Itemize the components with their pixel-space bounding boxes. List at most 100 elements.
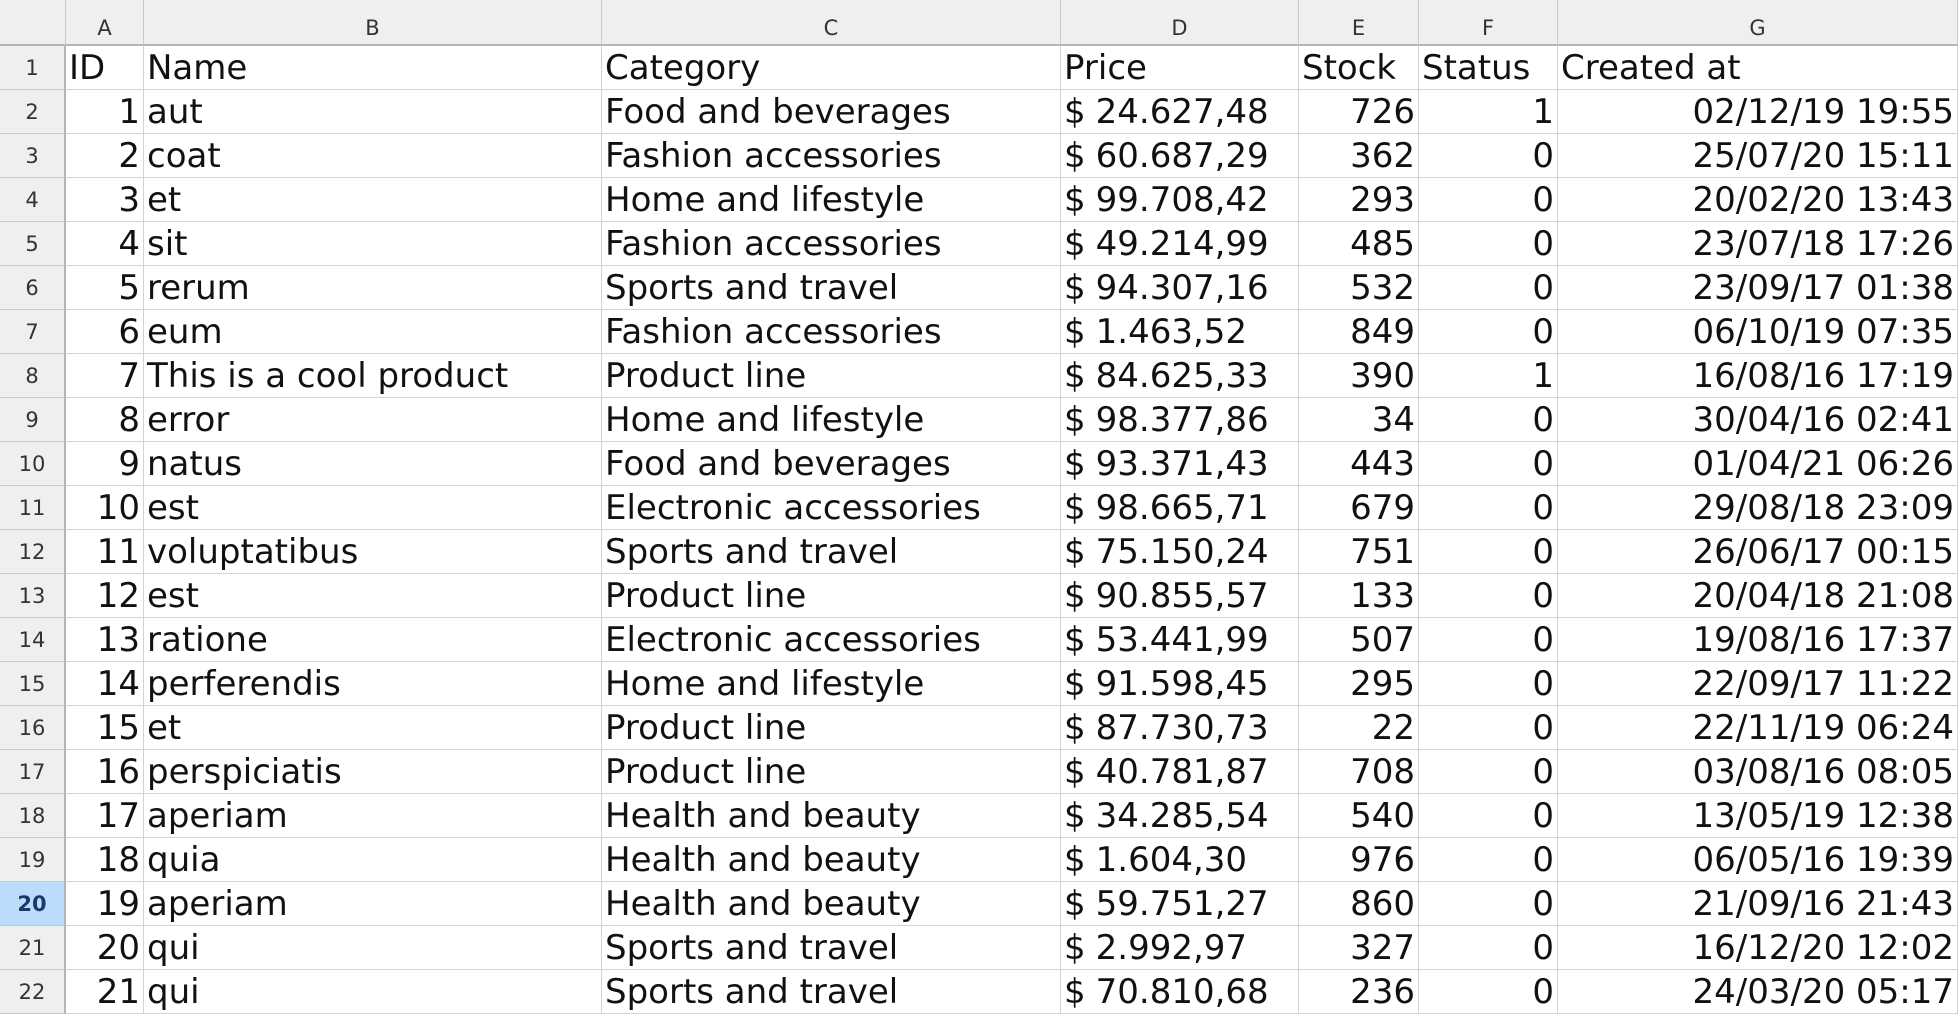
category-cell[interactable]: Electronic accessories bbox=[602, 486, 1061, 530]
price-cell[interactable]: $91.598,45 bbox=[1061, 662, 1299, 706]
status-cell[interactable]: 0 bbox=[1419, 530, 1558, 574]
price-cell[interactable]: $24.627,48 bbox=[1061, 90, 1299, 134]
id-cell[interactable]: 7 bbox=[66, 354, 144, 398]
category-cell[interactable]: Sports and travel bbox=[602, 530, 1061, 574]
category-cell[interactable]: Product line bbox=[602, 750, 1061, 794]
created-at-cell[interactable]: 23/07/18 17:26 bbox=[1558, 222, 1958, 266]
category-cell[interactable]: Electronic accessories bbox=[602, 618, 1061, 662]
status-cell[interactable]: 0 bbox=[1419, 706, 1558, 750]
category-cell[interactable]: Fashion accessories bbox=[602, 134, 1061, 178]
row-header[interactable]: 12 bbox=[0, 530, 66, 574]
status-cell[interactable]: 0 bbox=[1419, 266, 1558, 310]
name-cell[interactable]: coat bbox=[144, 134, 602, 178]
created-at-cell[interactable]: 19/08/16 17:37 bbox=[1558, 618, 1958, 662]
stock-cell[interactable]: 293 bbox=[1299, 178, 1419, 222]
row-header[interactable]: 4 bbox=[0, 178, 66, 222]
row-header[interactable]: 6 bbox=[0, 266, 66, 310]
created-at-cell[interactable]: 06/10/19 07:35 bbox=[1558, 310, 1958, 354]
category-cell[interactable]: Product line bbox=[602, 354, 1061, 398]
name-cell[interactable]: voluptatibus bbox=[144, 530, 602, 574]
row-header[interactable]: 20 bbox=[0, 882, 66, 926]
row-header[interactable]: 9 bbox=[0, 398, 66, 442]
stock-cell[interactable]: 751 bbox=[1299, 530, 1419, 574]
status-cell[interactable]: 1 bbox=[1419, 90, 1558, 134]
row-header[interactable]: 16 bbox=[0, 706, 66, 750]
stock-cell[interactable]: 726 bbox=[1299, 90, 1419, 134]
id-cell[interactable]: 9 bbox=[66, 442, 144, 486]
status-cell[interactable]: 0 bbox=[1419, 486, 1558, 530]
id-cell[interactable]: 19 bbox=[66, 882, 144, 926]
id-cell[interactable]: 3 bbox=[66, 178, 144, 222]
name-cell[interactable]: This is a cool product bbox=[144, 354, 602, 398]
stock-cell[interactable]: 236 bbox=[1299, 970, 1419, 1014]
price-cell[interactable]: $75.150,24 bbox=[1061, 530, 1299, 574]
status-cell[interactable]: 0 bbox=[1419, 882, 1558, 926]
status-cell[interactable]: 0 bbox=[1419, 310, 1558, 354]
category-cell[interactable]: Health and beauty bbox=[602, 794, 1061, 838]
header-cell[interactable]: Category bbox=[602, 46, 1061, 90]
created-at-cell[interactable]: 30/04/16 02:41 bbox=[1558, 398, 1958, 442]
price-cell[interactable]: $87.730,73 bbox=[1061, 706, 1299, 750]
price-cell[interactable]: $59.751,27 bbox=[1061, 882, 1299, 926]
column-header-f[interactable]: F bbox=[1419, 0, 1558, 46]
header-cell[interactable]: Created at bbox=[1558, 46, 1958, 90]
created-at-cell[interactable]: 06/05/16 19:39 bbox=[1558, 838, 1958, 882]
row-header[interactable]: 21 bbox=[0, 926, 66, 970]
id-cell[interactable]: 13 bbox=[66, 618, 144, 662]
stock-cell[interactable]: 540 bbox=[1299, 794, 1419, 838]
row-header[interactable]: 22 bbox=[0, 970, 66, 1014]
status-cell[interactable]: 0 bbox=[1419, 926, 1558, 970]
category-cell[interactable]: Sports and travel bbox=[602, 926, 1061, 970]
id-cell[interactable]: 5 bbox=[66, 266, 144, 310]
name-cell[interactable]: natus bbox=[144, 442, 602, 486]
created-at-cell[interactable]: 29/08/18 23:09 bbox=[1558, 486, 1958, 530]
status-cell[interactable]: 1 bbox=[1419, 354, 1558, 398]
category-cell[interactable]: Health and beauty bbox=[602, 882, 1061, 926]
price-cell[interactable]: $93.371,43 bbox=[1061, 442, 1299, 486]
stock-cell[interactable]: 507 bbox=[1299, 618, 1419, 662]
status-cell[interactable]: 0 bbox=[1419, 178, 1558, 222]
column-header-a[interactable]: A bbox=[66, 0, 144, 46]
header-cell[interactable]: Price bbox=[1061, 46, 1299, 90]
category-cell[interactable]: Fashion accessories bbox=[602, 310, 1061, 354]
status-cell[interactable]: 0 bbox=[1419, 134, 1558, 178]
row-header[interactable]: 15 bbox=[0, 662, 66, 706]
stock-cell[interactable]: 327 bbox=[1299, 926, 1419, 970]
name-cell[interactable]: et bbox=[144, 706, 602, 750]
created-at-cell[interactable]: 03/08/16 08:05 bbox=[1558, 750, 1958, 794]
price-cell[interactable]: $1.463,52 bbox=[1061, 310, 1299, 354]
id-cell[interactable]: 17 bbox=[66, 794, 144, 838]
row-header[interactable]: 7 bbox=[0, 310, 66, 354]
stock-cell[interactable]: 362 bbox=[1299, 134, 1419, 178]
name-cell[interactable]: sit bbox=[144, 222, 602, 266]
created-at-cell[interactable]: 02/12/19 19:55 bbox=[1558, 90, 1958, 134]
name-cell[interactable]: perferendis bbox=[144, 662, 602, 706]
category-cell[interactable]: Sports and travel bbox=[602, 266, 1061, 310]
row-header[interactable]: 13 bbox=[0, 574, 66, 618]
name-cell[interactable]: et bbox=[144, 178, 602, 222]
status-cell[interactable]: 0 bbox=[1419, 970, 1558, 1014]
stock-cell[interactable]: 22 bbox=[1299, 706, 1419, 750]
row-header[interactable]: 17 bbox=[0, 750, 66, 794]
category-cell[interactable]: Sports and travel bbox=[602, 970, 1061, 1014]
category-cell[interactable]: Home and lifestyle bbox=[602, 178, 1061, 222]
select-all-corner[interactable] bbox=[0, 0, 66, 46]
id-cell[interactable]: 14 bbox=[66, 662, 144, 706]
stock-cell[interactable]: 443 bbox=[1299, 442, 1419, 486]
status-cell[interactable]: 0 bbox=[1419, 838, 1558, 882]
column-header-e[interactable]: E bbox=[1299, 0, 1419, 46]
column-header-c[interactable]: C bbox=[602, 0, 1061, 46]
stock-cell[interactable]: 133 bbox=[1299, 574, 1419, 618]
price-cell[interactable]: $2.992,97 bbox=[1061, 926, 1299, 970]
row-header[interactable]: 19 bbox=[0, 838, 66, 882]
id-cell[interactable]: 10 bbox=[66, 486, 144, 530]
column-header-d[interactable]: D bbox=[1061, 0, 1299, 46]
id-cell[interactable]: 21 bbox=[66, 970, 144, 1014]
created-at-cell[interactable]: 22/11/19 06:24 bbox=[1558, 706, 1958, 750]
created-at-cell[interactable]: 16/08/16 17:19 bbox=[1558, 354, 1958, 398]
created-at-cell[interactable]: 24/03/20 05:17 bbox=[1558, 970, 1958, 1014]
id-cell[interactable]: 18 bbox=[66, 838, 144, 882]
name-cell[interactable]: aut bbox=[144, 90, 602, 134]
price-cell[interactable]: $98.377,86 bbox=[1061, 398, 1299, 442]
price-cell[interactable]: $34.285,54 bbox=[1061, 794, 1299, 838]
